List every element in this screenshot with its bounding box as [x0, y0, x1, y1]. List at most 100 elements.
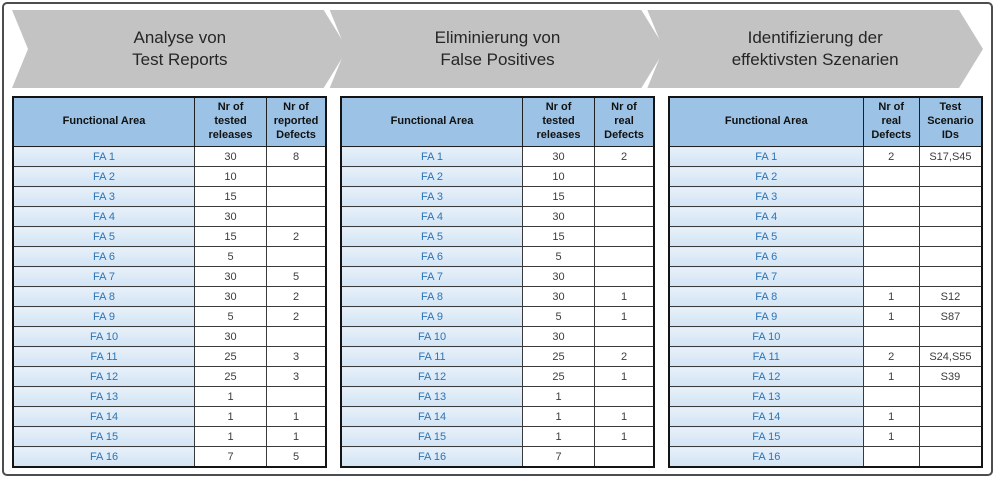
- value-cell: 2: [266, 306, 327, 327]
- functional-area-cell: FA 16: [668, 446, 864, 468]
- functional-area-cell: FA 7: [668, 266, 864, 287]
- value-cell: 15: [194, 186, 268, 207]
- value-cell: [918, 206, 983, 227]
- functional-area-cell: FA 14: [12, 406, 196, 427]
- value-cell: [594, 246, 655, 267]
- value-cell: [918, 166, 983, 187]
- value-cell: 30: [194, 326, 268, 347]
- table-row: FA 2 10: [340, 166, 655, 187]
- value-cell: 5: [266, 266, 327, 287]
- step-label: Analyse von Test Reports: [132, 27, 228, 69]
- table-row: FA 16 7: [340, 446, 655, 468]
- functional-area-cell: FA 12: [340, 366, 524, 387]
- value-cell: 1: [194, 426, 268, 447]
- functional-area-cell: FA 4: [12, 206, 196, 227]
- value-cell: 5: [522, 306, 596, 327]
- process-steps: Analyse von Test Reports Eliminierung vo…: [12, 10, 983, 88]
- table-row: FA 13 1: [12, 386, 327, 407]
- table-row: FA 10: [668, 326, 983, 347]
- functional-area-cell: FA 4: [668, 206, 864, 227]
- value-cell: 2: [266, 286, 327, 307]
- chevron-step-identifizierung: Identifizierung der effektivsten Szenari…: [647, 10, 983, 88]
- value-cell: 5: [194, 306, 268, 327]
- value-cell: 30: [194, 206, 268, 227]
- value-cell: 1: [862, 306, 920, 327]
- functional-area-cell: FA 10: [668, 326, 864, 347]
- functional-area-cell: FA 3: [340, 186, 524, 207]
- table-row: FA 2 10: [12, 166, 327, 187]
- functional-area-cell: FA 8: [12, 286, 196, 307]
- table-row: FA 1 30 8: [12, 146, 327, 167]
- value-cell: 1: [522, 426, 596, 447]
- value-cell: [918, 406, 983, 427]
- value-cell: S24,S55: [918, 346, 983, 367]
- functional-area-cell: FA 16: [12, 446, 196, 468]
- table-row: FA 10 30: [340, 326, 655, 347]
- table-row: FA 2: [668, 166, 983, 187]
- value-cell: 1: [862, 426, 920, 447]
- table-row: FA 8 30 1: [340, 286, 655, 307]
- functional-area-cell: FA 15: [340, 426, 524, 447]
- functional-area-cell: FA 11: [340, 346, 524, 367]
- functional-area-cell: FA 5: [668, 226, 864, 247]
- table-row: FA 13: [668, 386, 983, 407]
- value-cell: 10: [522, 166, 596, 187]
- value-cell: 15: [194, 226, 268, 247]
- value-cell: 1: [522, 386, 596, 407]
- functional-area-cell: FA 11: [668, 346, 864, 367]
- functional-area-cell: FA 12: [12, 366, 196, 387]
- table-row: FA 1 30 2: [340, 146, 655, 167]
- table-row: FA 15 1 1: [340, 426, 655, 447]
- value-cell: S39: [918, 366, 983, 387]
- functional-area-cell: FA 10: [340, 326, 524, 347]
- table-row: FA 8 30 2: [12, 286, 327, 307]
- chevron-step-eliminierung: Eliminierung von False Positives: [330, 10, 666, 88]
- step-label: Identifizierung der effektivsten Szenari…: [731, 27, 899, 69]
- value-cell: 15: [522, 226, 596, 247]
- value-cell: 5: [522, 246, 596, 267]
- table-row: FA 4: [668, 206, 983, 227]
- value-cell: [918, 386, 983, 407]
- panel-effective-scenarios: Functional Area Nr of real Defects Test …: [668, 96, 983, 468]
- col-header-tested-releases: Nr of tested releases: [194, 96, 268, 147]
- functional-area-cell: FA 5: [12, 226, 196, 247]
- table-row: FA 7 30: [340, 266, 655, 287]
- functional-area-cell: FA 1: [12, 146, 196, 167]
- functional-area-cell: FA 1: [340, 146, 524, 167]
- table-row: FA 12 25 3: [12, 366, 327, 387]
- value-cell: 2: [594, 346, 655, 367]
- value-cell: [266, 166, 327, 187]
- functional-area-cell: FA 6: [340, 246, 524, 267]
- table-row: FA 12 25 1: [340, 366, 655, 387]
- col-header-real-defects: Nr of real Defects: [862, 96, 920, 147]
- value-cell: 3: [266, 346, 327, 367]
- value-cell: [594, 206, 655, 227]
- table-row: FA 6: [668, 246, 983, 267]
- col-header-real-defects: Nr of real Defects: [594, 96, 655, 147]
- table-row: FA 13 1: [340, 386, 655, 407]
- table-row: FA 5 15 2: [12, 226, 327, 247]
- value-cell: 1: [522, 406, 596, 427]
- table-body: FA 1 30 2 FA 2 10 FA 3 15 FA 4 30 FA 5 15 FA 6 5 FA 7…: [340, 146, 655, 468]
- value-cell: 2: [266, 226, 327, 247]
- functional-area-cell: FA 2: [340, 166, 524, 187]
- table-row: FA 15 1: [668, 426, 983, 447]
- header-row: Functional Area Nr of tested releases Nr…: [340, 96, 655, 147]
- table-row: FA 11 25 3: [12, 346, 327, 367]
- value-cell: 2: [862, 146, 920, 167]
- functional-area-cell: FA 8: [340, 286, 524, 307]
- value-cell: [862, 266, 920, 287]
- table-row: FA 15 1 1: [12, 426, 327, 447]
- table-body: FA 1 30 8 FA 2 10 FA 3 15 FA 4 30 FA 5 15 2 FA 6 5 FA …: [12, 146, 327, 468]
- value-cell: 1: [862, 286, 920, 307]
- value-cell: 25: [522, 366, 596, 387]
- value-cell: 1: [862, 366, 920, 387]
- functional-area-cell: FA 14: [340, 406, 524, 427]
- functional-area-cell: FA 4: [340, 206, 524, 227]
- table-row: FA 4 30: [340, 206, 655, 227]
- value-cell: S87: [918, 306, 983, 327]
- value-cell: 7: [194, 446, 268, 468]
